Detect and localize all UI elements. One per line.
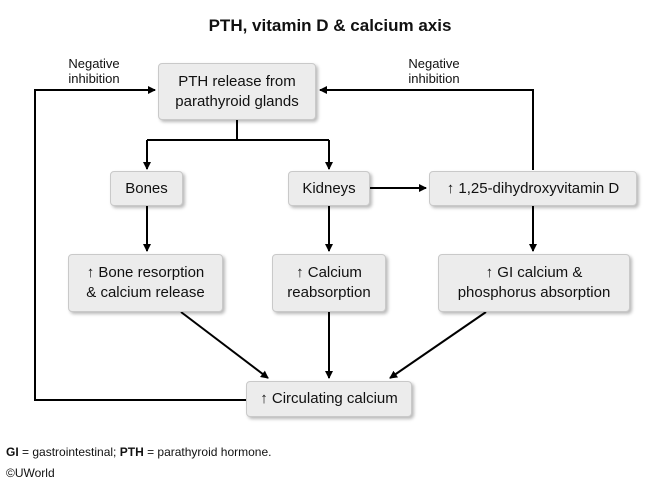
pth-abbreviation: PTH: [119, 445, 144, 459]
pth-release-node: PTH release from parathyroid glands: [158, 63, 316, 120]
copyright-notice: ©UWorld: [6, 466, 55, 480]
bones-node: Bones: [110, 171, 183, 206]
left-negative-inhibition-label: Negative inhibition: [68, 56, 120, 86]
right-negative-inhibition-label: Negative inhibition: [408, 56, 460, 86]
left-feedback-loop: [34, 86, 246, 401]
gi-abbreviation: GI: [6, 445, 19, 459]
circulating-calcium-node: ↑ Circulating calcium: [246, 381, 412, 417]
gi-absorption-node: ↑ GI calcium & phosphorus absorption: [438, 254, 630, 312]
abbreviation-footnote: GI = gastrointestinal; PTH = parathyroid…: [6, 445, 271, 459]
pth-definition: = parathyroid hormone.: [143, 445, 272, 459]
bone-resorption-node: ↑ Bone resorption & calcium release: [68, 254, 223, 312]
right-feedback-loop: [319, 86, 534, 170]
gi-definition: = gastrointestinal;: [18, 445, 120, 459]
vitamin-d-node: ↑ 1,25-dihydroxyvitamin D: [429, 171, 637, 206]
arrow-resorption-to-calcium: [180, 311, 269, 379]
diagram-title: PTH, vitamin D & calcium axis: [208, 16, 452, 35]
arrow-gi-to-calcium: [389, 311, 487, 379]
kidneys-node: Kidneys: [288, 171, 370, 206]
calcium-reabsorption-node: ↑ Calcium reabsorption: [272, 254, 386, 312]
